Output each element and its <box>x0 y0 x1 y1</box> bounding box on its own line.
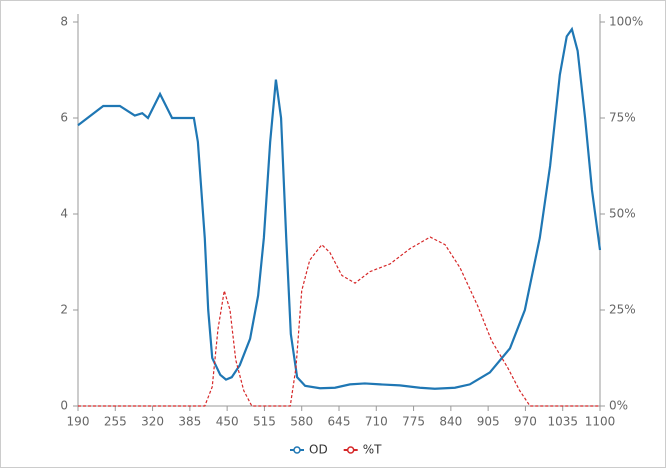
y-tick-label: 2 <box>60 303 68 317</box>
y-tick-label: 4 <box>60 207 68 221</box>
y-tick-label: 8 <box>60 15 68 29</box>
x-tick-label: 840 <box>439 415 462 429</box>
series-line <box>78 236 600 407</box>
x-tick-label: 255 <box>104 415 127 429</box>
x-tick-label: 905 <box>477 415 500 429</box>
y-tick-label: 0 <box>60 399 68 413</box>
legend-marker <box>293 446 301 454</box>
y2-tick-label: 25% <box>609 303 636 317</box>
x-tick-label: 320 <box>141 415 164 429</box>
x-tick-label: 775 <box>402 415 425 429</box>
x-tick-label: 385 <box>178 415 201 429</box>
x-tick-label: 1035 <box>547 415 578 429</box>
x-tick-label: 645 <box>328 415 351 429</box>
x-tick-label: 190 <box>67 415 90 429</box>
y2-tick-label: 50% <box>609 207 636 221</box>
x-tick-label: 450 <box>216 415 239 429</box>
y2-tick-label: 75% <box>609 111 636 125</box>
y2-tick-label: 0% <box>609 399 628 413</box>
legend-marker <box>346 446 355 454</box>
legend-label: %T <box>363 443 382 457</box>
x-tick-label: 515 <box>253 415 276 429</box>
x-tick-label: 1100 <box>585 415 616 429</box>
x-tick-label: 710 <box>365 415 388 429</box>
y2-tick-label: 100% <box>609 15 643 29</box>
series-line <box>77 26 602 390</box>
x-tick-label: 580 <box>290 415 313 429</box>
legend-label: OD <box>309 443 328 457</box>
x-tick-label: 970 <box>514 415 537 429</box>
y-tick-label: 6 <box>60 111 68 125</box>
